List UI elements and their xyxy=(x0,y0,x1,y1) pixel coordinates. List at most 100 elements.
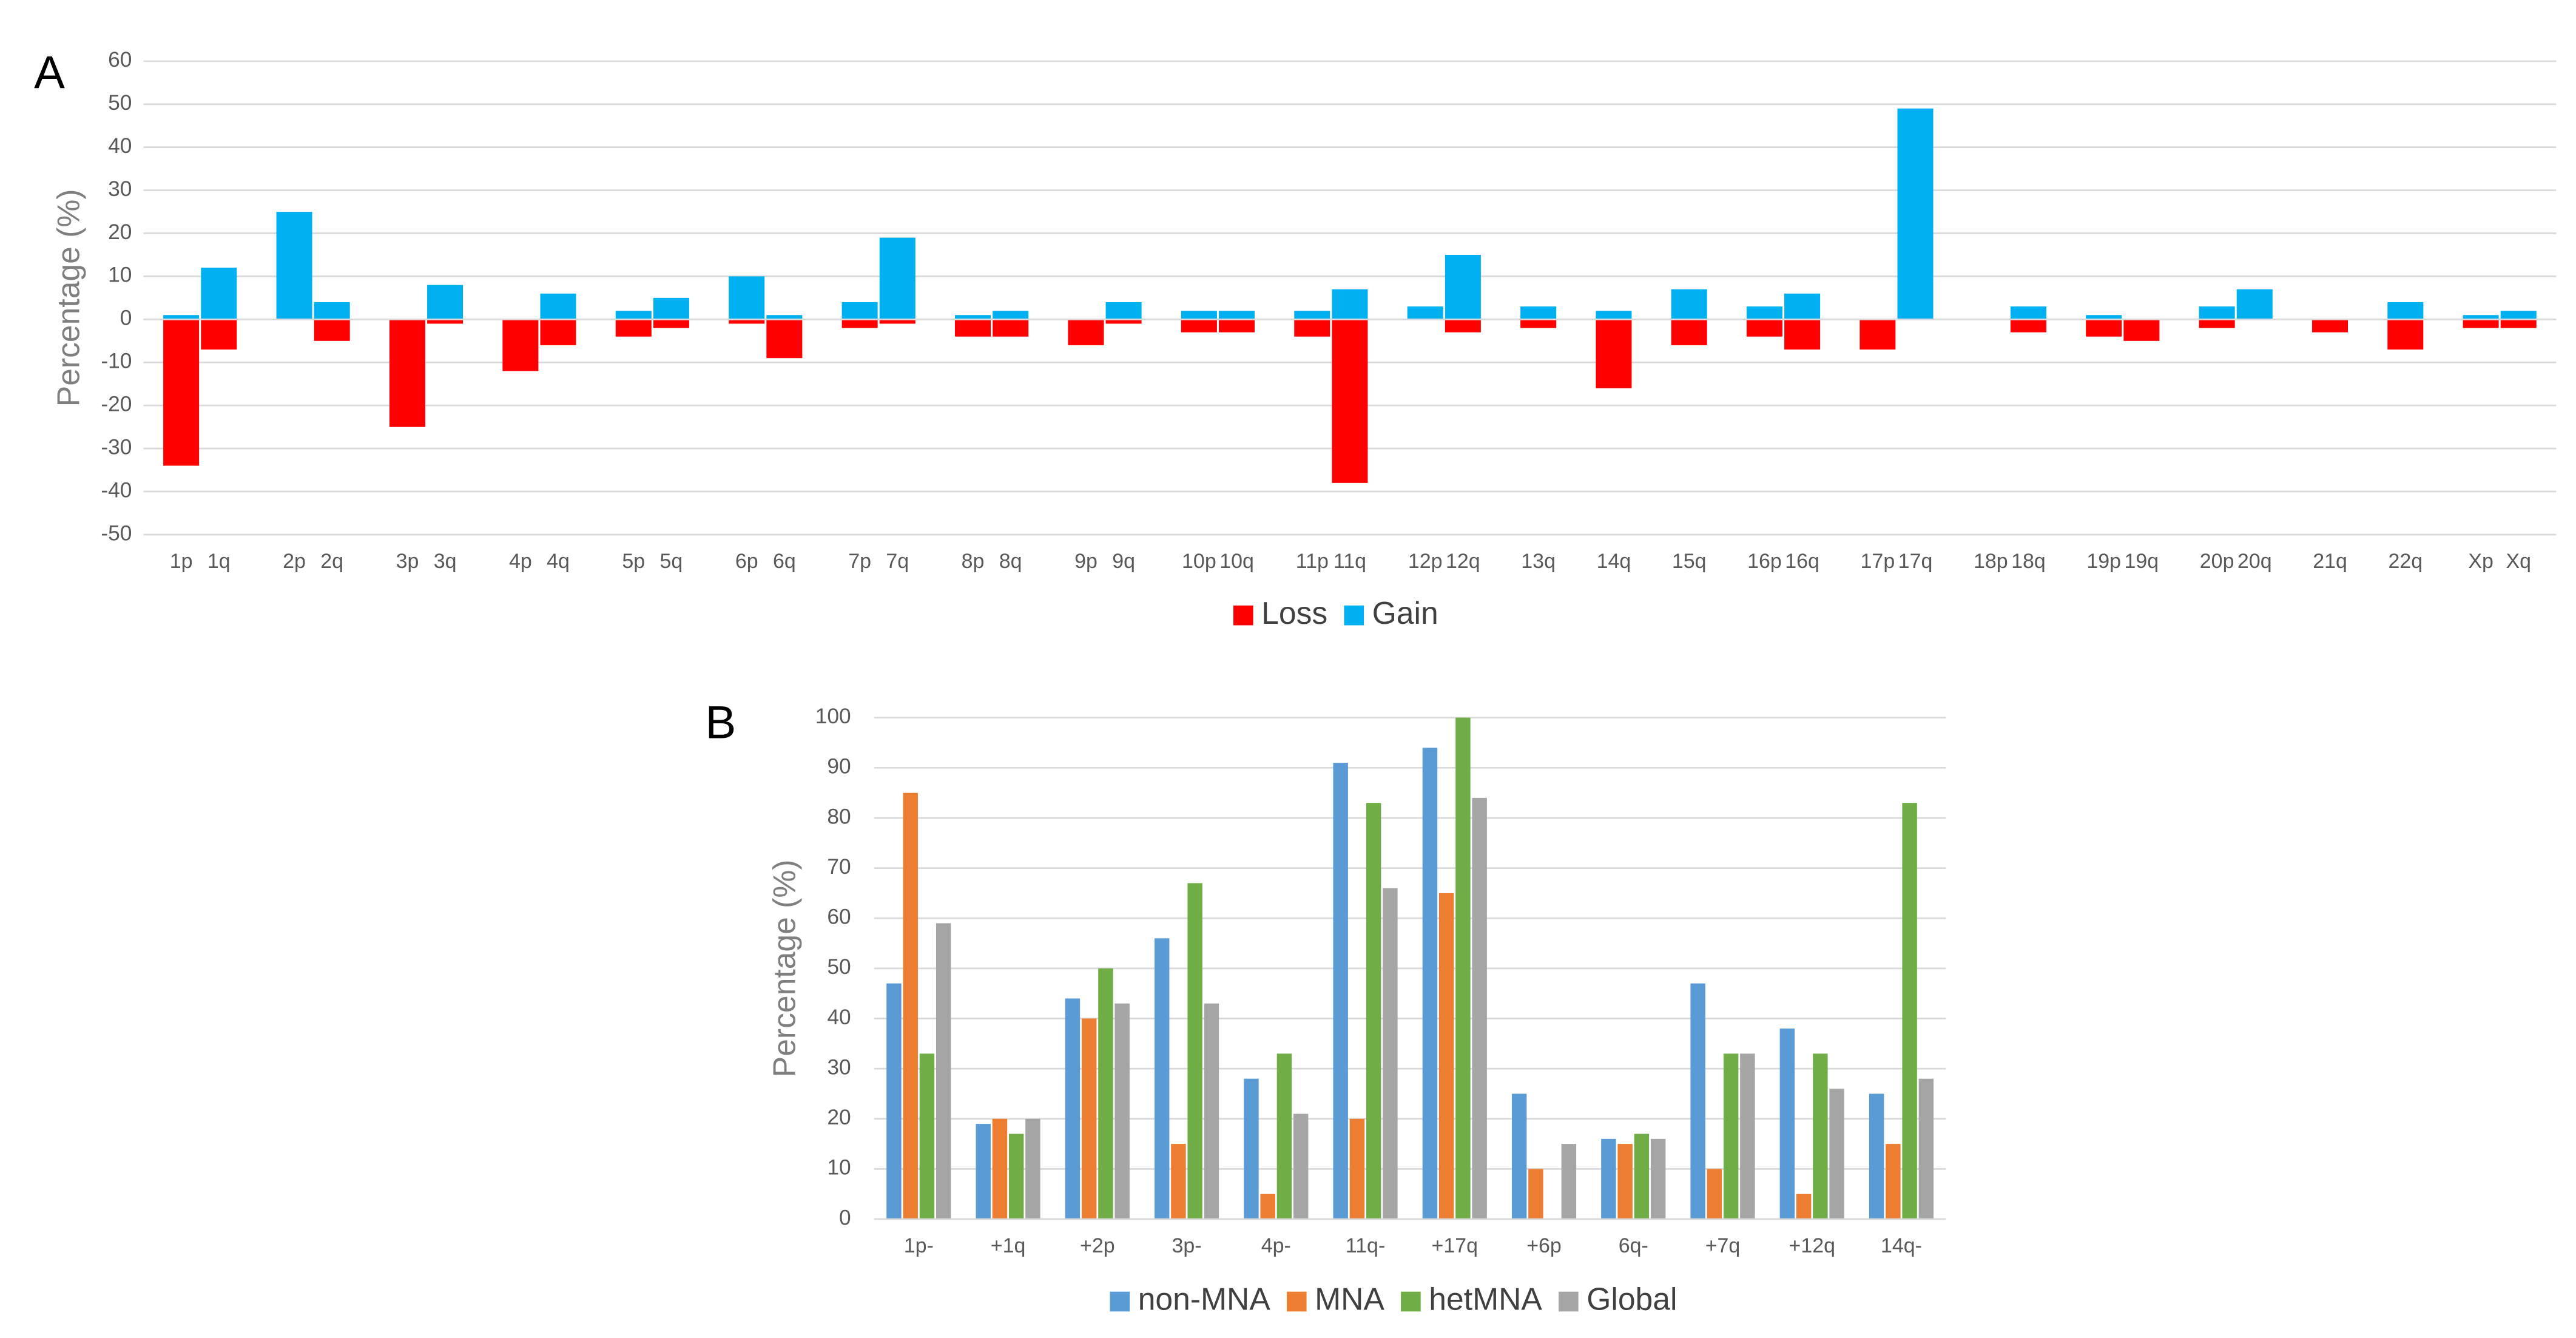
x-tick-label: 19q xyxy=(2125,550,2159,573)
legend-swatch xyxy=(1344,605,1364,626)
x-tick-label: 16q xyxy=(1785,550,1819,573)
bar xyxy=(653,297,689,320)
x-tick-label: +17q xyxy=(1432,1234,1479,1257)
bar xyxy=(1902,803,1917,1220)
y-tick-label: 10 xyxy=(827,1156,851,1180)
x-tick-label: 12q xyxy=(1446,550,1480,573)
bar xyxy=(1105,319,1142,324)
x-tick-label: Xq xyxy=(2506,550,2531,573)
bar xyxy=(992,1118,1008,1220)
bar xyxy=(1333,763,1348,1220)
bar xyxy=(879,319,915,324)
bar xyxy=(2010,319,2046,333)
bar xyxy=(1520,319,1557,328)
y-tick-label: -40 xyxy=(101,478,132,502)
bar xyxy=(841,302,878,320)
bar xyxy=(2123,319,2160,341)
legend-swatch xyxy=(1110,1291,1130,1312)
x-tick-label: 9p xyxy=(1074,550,1097,573)
legend-label: Loss xyxy=(1261,595,1327,630)
bar xyxy=(1596,319,1632,388)
y-tick-label: 0 xyxy=(120,306,132,330)
bar xyxy=(1438,893,1454,1220)
bar xyxy=(1293,1113,1309,1220)
y-tick-label: 40 xyxy=(827,1005,851,1029)
x-tick-label: 8p xyxy=(962,550,985,573)
panel-label: B xyxy=(706,697,737,748)
bar xyxy=(2387,319,2424,350)
bar xyxy=(1455,717,1471,1220)
x-tick-label: 19p xyxy=(2086,550,2121,573)
bar xyxy=(1260,1194,1275,1220)
bar xyxy=(955,315,991,320)
bar xyxy=(540,319,576,345)
bar xyxy=(1869,1093,1884,1220)
x-tick-label: 15q xyxy=(1672,550,1707,573)
bar xyxy=(2236,289,2273,320)
bar xyxy=(1105,302,1142,320)
legend-label: MNA xyxy=(1315,1282,1384,1317)
x-tick-label: 4q xyxy=(547,550,570,573)
bar xyxy=(1068,319,1104,345)
y-tick-label: 90 xyxy=(827,755,851,779)
x-tick-label: 14q xyxy=(1597,550,1631,573)
bar xyxy=(1154,938,1170,1220)
y-tick-label: -50 xyxy=(101,521,132,545)
x-tick-label: 14q- xyxy=(1881,1234,1922,1257)
bar xyxy=(1511,1093,1527,1220)
bar xyxy=(976,1124,991,1220)
bar xyxy=(1740,1053,1755,1220)
legend-swatch xyxy=(1401,1291,1421,1312)
x-tick-label: +1q xyxy=(991,1234,1026,1257)
x-tick-label: 7q xyxy=(886,550,909,573)
bar xyxy=(1081,1018,1097,1220)
x-tick-label: 2q xyxy=(320,550,343,573)
y-axis-title: Percentage (%) xyxy=(51,189,86,407)
x-tick-label: 10q xyxy=(1219,550,1254,573)
bar xyxy=(1276,1053,1292,1220)
bar xyxy=(2199,306,2235,320)
bar xyxy=(1796,1194,1812,1220)
bar xyxy=(955,319,991,337)
x-tick-label: 2p xyxy=(283,550,306,573)
legend: Loss Gain xyxy=(1233,595,1438,630)
bar xyxy=(1219,319,1255,333)
legend-label: Gain xyxy=(1372,595,1438,630)
x-tick-label: +2p xyxy=(1080,1234,1115,1257)
x-tick-label: 13q xyxy=(1521,550,1556,573)
bar xyxy=(1445,319,1481,333)
bar xyxy=(1596,311,1632,320)
bar xyxy=(1746,306,1782,320)
bar xyxy=(1860,319,1896,350)
bar xyxy=(1187,883,1202,1220)
bar xyxy=(2500,311,2537,320)
bar xyxy=(2463,315,2499,320)
x-tick-label: +6p xyxy=(1526,1234,1562,1257)
bar xyxy=(201,319,237,350)
y-tick-label: 100 xyxy=(815,704,851,728)
x-tick-label: 6p xyxy=(735,550,758,573)
y-tick-label: -20 xyxy=(101,393,132,416)
bar xyxy=(1294,319,1330,337)
x-tick-label: 7p xyxy=(848,550,871,573)
legend-label: hetMNA xyxy=(1429,1282,1542,1317)
x-tick-label: 20q xyxy=(2237,550,2272,573)
x-tick-label: 11q- xyxy=(1346,1234,1385,1257)
y-tick-label: 70 xyxy=(827,855,851,879)
bar xyxy=(1407,306,1443,320)
bar xyxy=(1332,289,1368,320)
x-tick-label: Xp xyxy=(2468,550,2493,573)
bar xyxy=(389,319,425,427)
bar xyxy=(879,237,915,320)
bar xyxy=(1779,1029,1795,1220)
x-tick-label: 20p xyxy=(2200,550,2234,573)
bar xyxy=(1181,311,1217,320)
bar xyxy=(886,983,902,1220)
bar xyxy=(993,319,1029,337)
bar xyxy=(615,319,652,337)
x-tick-label: 8q xyxy=(999,550,1022,573)
x-tick-label: 18p xyxy=(1974,550,2008,573)
legend: non-MNA MNA hetMNA Global xyxy=(1110,1282,1677,1317)
bar xyxy=(2199,319,2235,328)
